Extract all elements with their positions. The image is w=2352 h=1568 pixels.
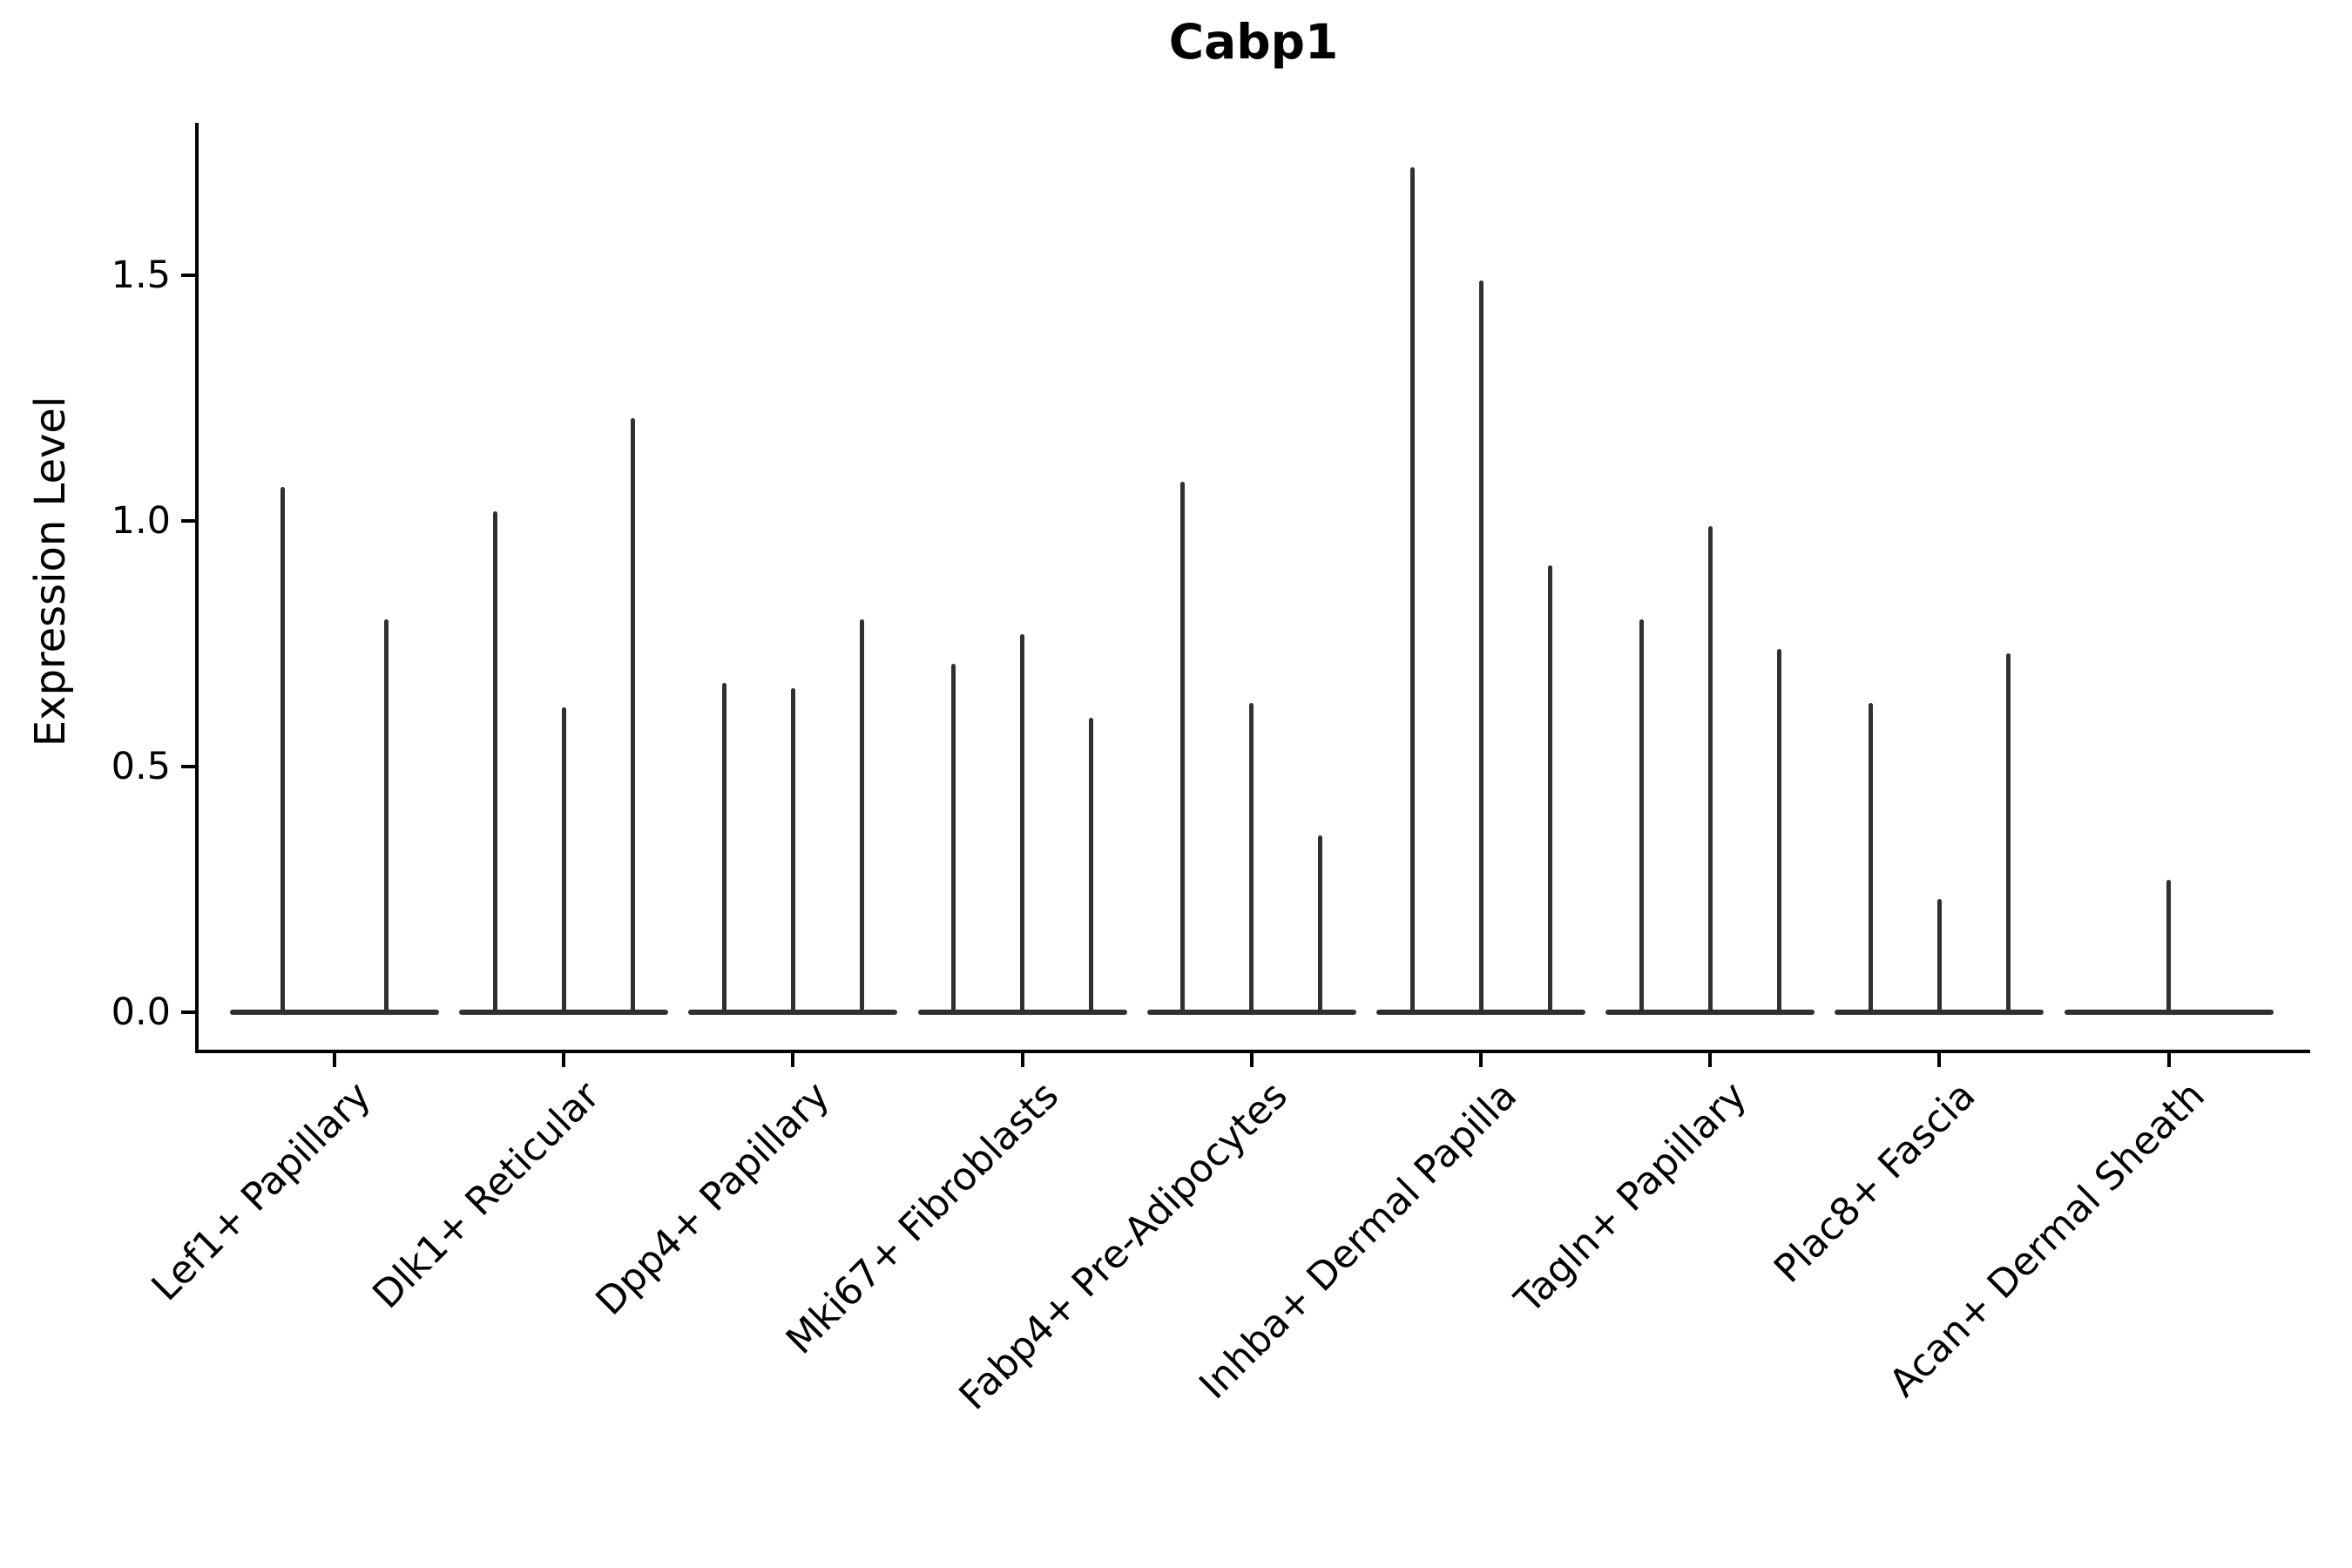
violin-needle (2166, 879, 2172, 1012)
y-tick-label: 1.5 (111, 253, 171, 297)
violin-base (1605, 1010, 1815, 1015)
violin-needle (1020, 633, 1025, 1012)
violin-needle (1089, 717, 1094, 1012)
x-tick-label: Dlk1+ Reticular (364, 1073, 609, 1318)
y-tick-label: 0.5 (111, 745, 171, 788)
x-tick-label: Dpp4+ Papillary (586, 1073, 838, 1324)
violin-needle (630, 417, 635, 1012)
violin-needle (1639, 618, 1644, 1012)
violin-needle (383, 618, 389, 1012)
x-tick (1020, 1053, 1024, 1067)
violin-needle (1249, 702, 1254, 1012)
violin-needle (1180, 481, 1186, 1012)
x-tick (791, 1053, 795, 1067)
violin-needle (1936, 899, 1942, 1012)
x-tick (333, 1053, 336, 1067)
violin-needle (1478, 280, 1484, 1012)
violin-base (1376, 1010, 1585, 1015)
violin-needle (2005, 653, 2011, 1012)
violin-needle (951, 663, 956, 1012)
x-axis-spine (195, 1050, 2310, 1053)
violin-base (1146, 1010, 1356, 1015)
x-tick-label: Tagln+ Papillary (1505, 1073, 1755, 1322)
x-tick-label: Lef1+ Papillary (143, 1073, 380, 1310)
violin-needle (859, 618, 864, 1012)
violin-base (1835, 1010, 2044, 1015)
violin-needle (280, 486, 286, 1012)
y-tick (181, 519, 195, 523)
x-tick (1479, 1053, 1483, 1067)
violin-needle (1547, 564, 1552, 1012)
violin-needle (1409, 166, 1415, 1012)
violin-needle (721, 683, 727, 1012)
y-axis-spine (195, 123, 199, 1053)
violin-base (459, 1010, 669, 1015)
violin-base (688, 1010, 898, 1015)
y-tick (181, 1010, 195, 1014)
x-tick (2166, 1053, 2171, 1067)
chart-title: Cabp1 (1168, 14, 1339, 70)
y-tick-label: 1.0 (111, 499, 171, 543)
violin-base (2064, 1010, 2274, 1015)
y-tick (181, 274, 195, 277)
violin-needle (790, 687, 795, 1012)
violin-needle (1868, 702, 1873, 1012)
y-tick-label: 0.0 (111, 990, 171, 1034)
violin-needle (1707, 525, 1713, 1012)
violin-needle (561, 707, 566, 1012)
violin-base (230, 1010, 439, 1015)
violin-needle (1318, 835, 1323, 1012)
y-tick (181, 765, 195, 768)
x-tick (1708, 1053, 1713, 1067)
violin-needle (492, 510, 497, 1012)
x-tick (1937, 1053, 1942, 1067)
violin-base (917, 1010, 1127, 1015)
x-tick (1249, 1053, 1254, 1067)
violin-needle (1776, 648, 1781, 1012)
x-tick-label: Plac8+ Fascia (1766, 1073, 1984, 1292)
x-tick (562, 1053, 566, 1067)
